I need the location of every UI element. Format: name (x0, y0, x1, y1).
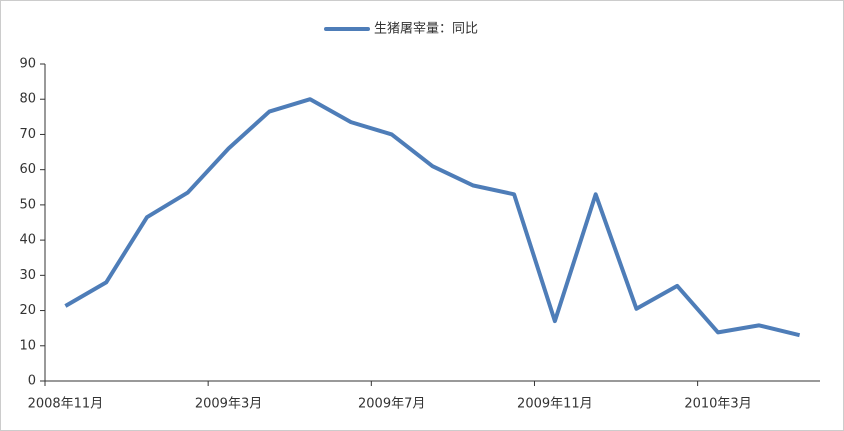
y-tick-label: 10 (19, 338, 36, 353)
x-tick-label: 2009年11月 (517, 397, 593, 412)
y-tick-label: 0 (28, 374, 36, 389)
legend-label: 生猪屠宰量：同比 (374, 21, 478, 37)
y-tick-label: 90 (19, 57, 36, 72)
x-tick-label: 2008年11月 (28, 397, 104, 412)
x-tick-label: 2009年7月 (358, 397, 425, 412)
y-tick-label: 70 (19, 127, 36, 142)
y-tick-label: 80 (19, 92, 36, 107)
series-line (64, 97, 801, 338)
y-tick-label: 30 (19, 268, 36, 283)
y-tick-label: 60 (19, 162, 36, 177)
y-tick-label: 50 (19, 197, 36, 212)
x-tick-label: 2009年3月 (195, 397, 262, 412)
y-tick-label: 40 (19, 233, 36, 248)
y-tick-label: 20 (19, 303, 36, 318)
x-tick-label: 2010年3月 (684, 397, 751, 412)
